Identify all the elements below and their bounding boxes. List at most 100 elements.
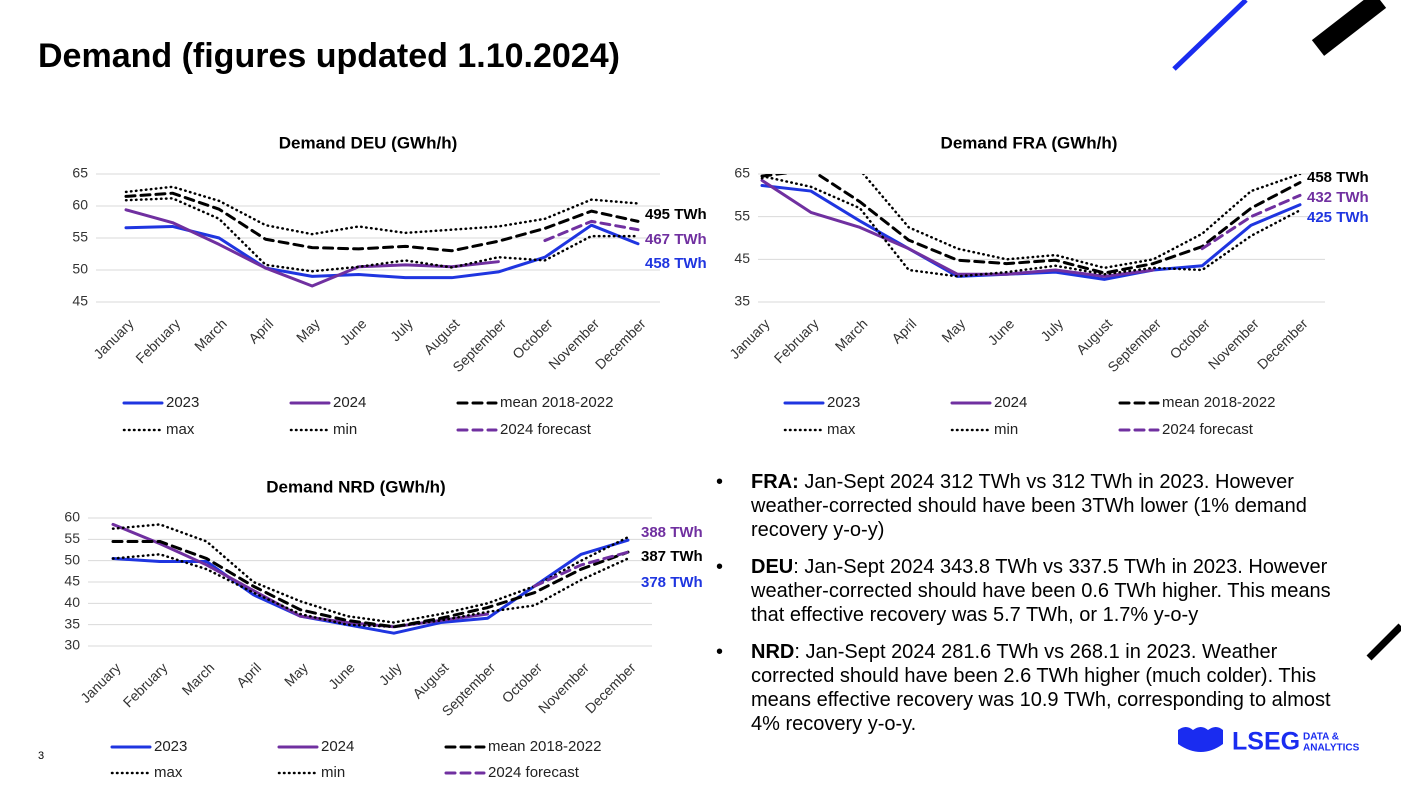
legend-label: 2024 forecast [500,421,592,438]
legend-label: mean 2018-2022 [500,394,613,411]
annotation: 495 TWh [645,206,707,223]
y-tick-label: 55 [64,530,80,546]
y-tick-label: 45 [734,250,750,266]
series-line [543,219,640,243]
series-line [124,191,640,253]
y-tick-label: 55 [734,207,750,223]
x-tick-label: September [1104,315,1164,375]
decor-line [1366,623,1401,661]
x-tick-label: May [938,315,968,345]
x-tick-label: May [281,659,311,689]
y-tick-label: 50 [64,551,80,567]
x-tick-label: October [499,659,546,706]
chart-title: Demand DEU (GWh/h) [279,133,458,152]
legend-label: min [333,421,357,438]
legend-label: mean 2018-2022 [488,738,601,755]
x-tick-label: January [77,659,124,706]
chart: Demand NRD (GWh/h) 30 35 40 45 50 55 60 JanuaryF… [64,477,702,780]
x-tick-label: July [376,659,405,688]
annotation: 387 TWh [641,548,703,565]
bullet-label: NRD [751,641,795,663]
annotation: 388 TWh [641,524,703,541]
bullet-text: Jan-Sept 2024 312 TWh vs 312 TWh in 2023… [751,471,1307,541]
legend-label: mean 2018-2022 [1162,394,1275,411]
bullet-text: : Jan-Sept 2024 343.8 TWh vs 337.5 TWh i… [751,556,1331,626]
bullet: DEU: Jan-Sept 2024 343.8 TWh vs 337.5 TW… [716,555,1356,627]
x-tick-label: February [771,315,822,366]
series-line [111,539,630,629]
plot-area [111,522,630,635]
y-tick-label: 45 [72,293,88,309]
legend-label: 2024 [333,394,366,411]
legend-label: min [321,764,345,781]
x-tick-label: July [387,315,416,344]
legend-label: max [166,421,195,438]
series-line [124,185,640,236]
legend-label: min [994,421,1018,438]
x-tick-label: April [888,315,919,346]
page-number: 3 [38,750,44,762]
decor-line [1172,0,1248,71]
x-tick-label: August [420,315,462,357]
slide-title: Demand (figures updated 1.10.2024) [38,37,620,75]
x-tick-label: June [337,315,370,348]
y-tick-label: 55 [72,229,88,245]
bullet-list: FRA: Jan-Sept 2024 312 TWh vs 312 TWh in… [716,470,1356,749]
logo-line: ANALYTICS [1303,743,1360,754]
series-line [760,174,1302,275]
legend-label: 2024 forecast [488,764,580,781]
x-tick-label: January [90,315,137,362]
x-tick-label: January [726,315,773,362]
x-tick-label: June [985,315,1018,348]
x-tick-label: December [1254,315,1311,372]
chart-title: Demand FRA (GWh/h) [941,133,1118,152]
annotation: 458 TWh [1307,169,1369,186]
legend-label: 2023 [154,738,187,755]
bullet-label: FRA: [751,471,799,493]
annotation: 425 TWh [1307,209,1369,226]
y-tick-label: 50 [72,261,88,277]
x-tick-label: December [582,659,639,716]
x-tick-label: July [1037,315,1066,344]
y-tick-label: 30 [64,637,80,653]
series-line [532,550,630,588]
y-tick-label: 35 [734,293,750,309]
y-tick-label: 65 [734,165,750,181]
logo-line: DATA & [1303,732,1339,743]
legend-label: 2023 [827,394,860,411]
legend-label: 2024 forecast [1162,421,1254,438]
annotation: 378 TWh [641,574,703,591]
x-tick-label: August [1073,315,1115,357]
annotation: 467 TWh [645,231,707,248]
y-tick-label: 45 [64,573,80,589]
x-tick-label: December [592,315,649,372]
bullet: NRD: Jan-Sept 2024 281.6 TWh vs 268.1 in… [716,640,1356,736]
legend-label: 2024 [321,738,354,755]
x-tick-label: August [409,659,451,701]
x-tick-label: March [179,659,218,698]
x-tick-label: February [120,659,171,710]
y-tick-label: 60 [72,197,88,213]
bullet: FRA: Jan-Sept 2024 312 TWh vs 312 TWh in… [716,470,1356,542]
y-tick-label: 40 [64,594,80,610]
x-tick-label: October [509,315,556,362]
series-line [124,197,640,273]
plot-area [760,174,1302,281]
series-line [760,178,1155,278]
x-tick-label: October [1166,315,1213,362]
series-line [760,174,1302,278]
y-tick-label: 60 [64,509,80,525]
bullet-label: DEU [751,556,794,578]
x-tick-label: April [245,315,276,346]
decor-line [1311,0,1387,56]
series-line [111,553,630,629]
annotation: 458 TWh [645,255,707,272]
legend-label: max [154,764,183,781]
plot-area [124,185,640,288]
x-tick-label: April [233,659,264,690]
legend-label: 2023 [166,394,199,411]
legend-label: 2024 [994,394,1027,411]
chart: Demand DEU (GWh/h) 45 50 55 60 65 JanuaryFebru… [72,133,706,437]
series-line [124,223,640,280]
